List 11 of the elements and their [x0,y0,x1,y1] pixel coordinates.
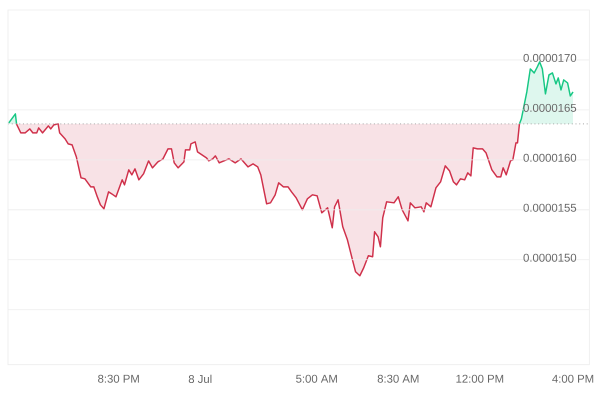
x-tick-label: 8:30 PM [98,374,139,383]
x-tick-label: 8:30 AM [378,374,418,383]
x-tick-label: 5:00 AM [296,374,337,383]
x-tick-label: 12:00 PM [456,374,504,383]
y-tick-label: 0.0000155 [523,204,576,212]
y-tick-label: 0.0000170 [523,54,576,62]
y-tick-label: 0.0000150 [523,254,576,262]
x-tick-label: 4:00 PM [552,374,594,383]
y-tick-label: 0.0000160 [523,154,576,162]
y-tick-label: 0.0000165 [523,104,576,112]
x-tick-label: 8 Jul [188,374,212,384]
